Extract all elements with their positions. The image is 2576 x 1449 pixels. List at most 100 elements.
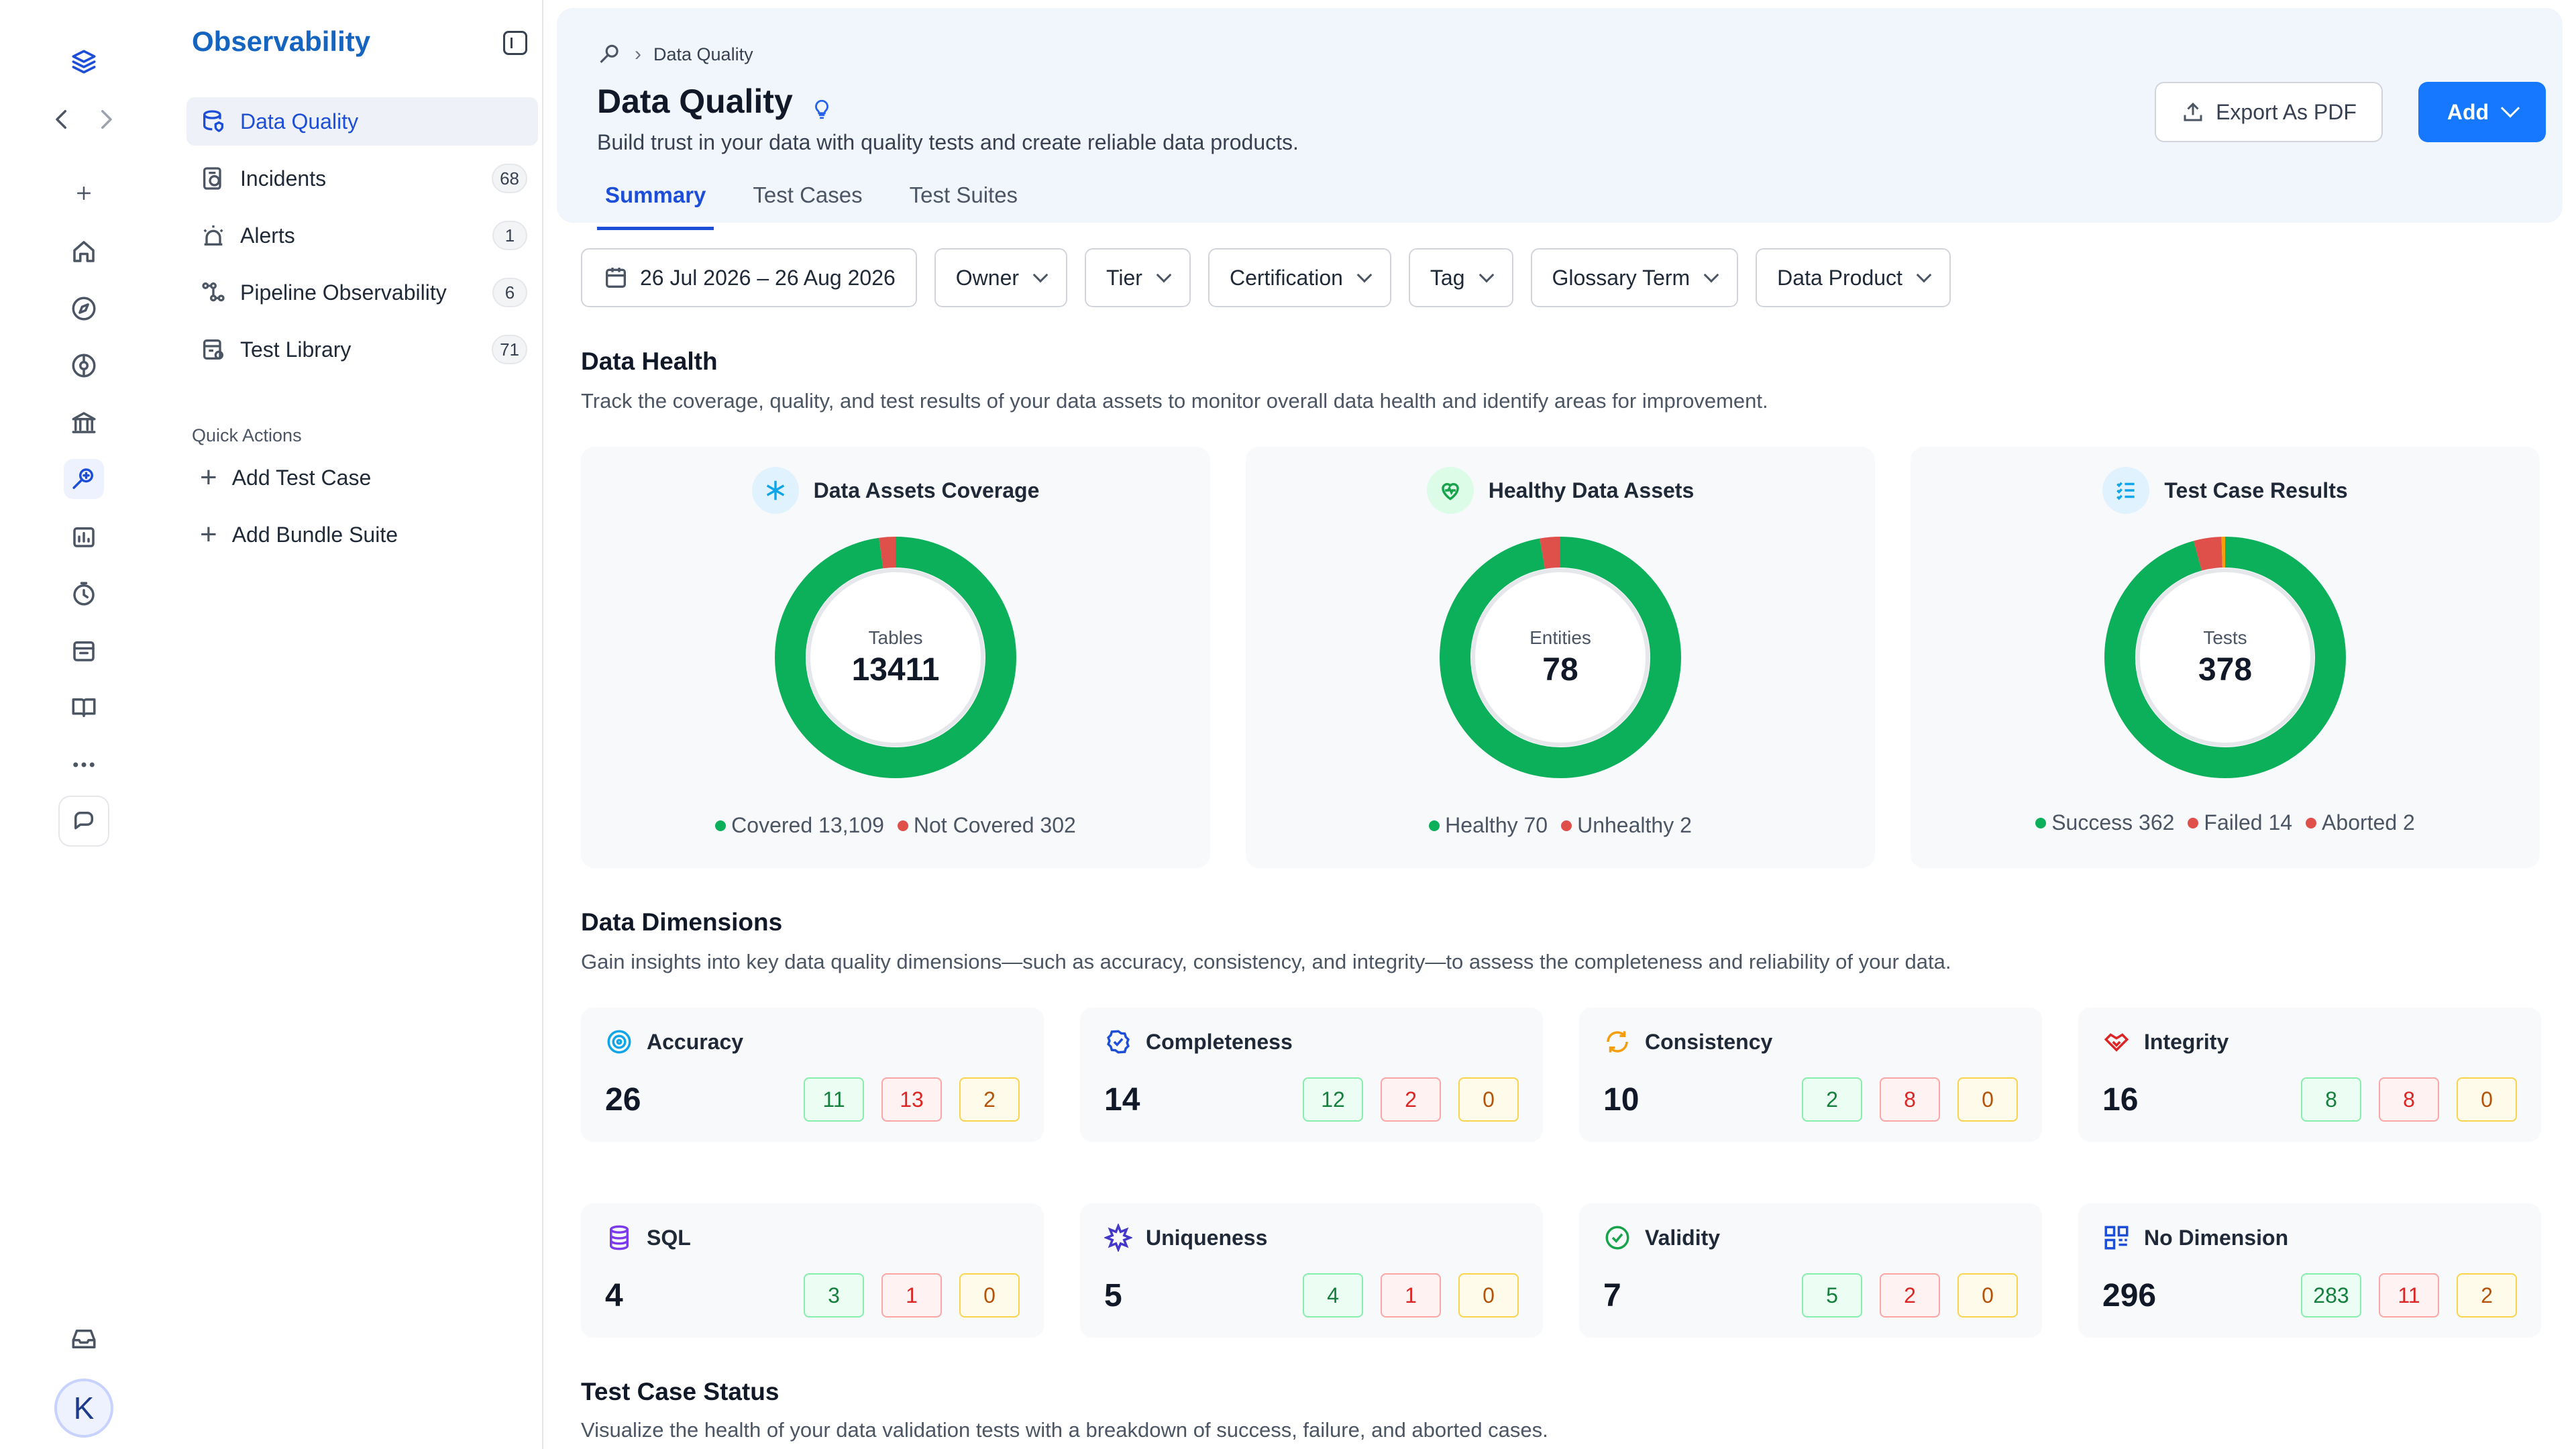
chart-legend: Covered 13,109 Not Covered 302 <box>581 813 1210 838</box>
dimension-title: Integrity <box>2102 1028 2229 1056</box>
dimension-card-sql[interactable]: SQL 4 3 1 0 <box>581 1203 1044 1338</box>
dimension-total: 10 <box>1603 1082 1640 1118</box>
success-count: 8 <box>2301 1077 2361 1122</box>
export-pdf-button[interactable]: Export As PDF <box>2155 82 2383 142</box>
test-case-status-title: Test Case Status <box>581 1378 780 1405</box>
sidebar-item-label: Test Library <box>240 337 352 362</box>
glossary-term-filter[interactable]: Glossary Term <box>1530 248 1739 307</box>
sidebar-item-test-library[interactable]: Test Library 71 <box>186 325 538 374</box>
success-count: 11 <box>804 1077 864 1122</box>
chevron-down-icon <box>1032 267 1049 283</box>
donut-center-value: 78 <box>1542 651 1578 688</box>
back-arrow-icon[interactable] <box>42 99 82 140</box>
tab-summary[interactable]: Summary <box>597 182 714 230</box>
health-card-healthy-assets: Healthy Data Assets Entities 78 Healthy … <box>1246 447 1875 868</box>
sidebar-item-pipeline-observability[interactable]: Pipeline Observability 6 <box>186 268 538 317</box>
observability-icon[interactable] <box>597 42 623 67</box>
donut-inner <box>1471 568 1650 747</box>
target-icon <box>607 1030 631 1054</box>
coverage-donut-chart <box>775 537 1016 778</box>
glossary-book-icon[interactable] <box>64 688 104 728</box>
legend-item: Success 362 <box>2035 810 2174 835</box>
data-product-filter[interactable]: Data Product <box>1756 248 1951 307</box>
dimension-card-accuracy[interactable]: Accuracy 26 11 13 2 <box>581 1008 1044 1142</box>
dimension-name: Accuracy <box>647 1029 744 1054</box>
plus-icon[interactable] <box>64 173 104 213</box>
dimension-card-consistency[interactable]: Consistency 10 2 8 0 <box>1579 1008 2042 1142</box>
card-title-text: Data Assets Coverage <box>813 478 1040 502</box>
tab-test-suites[interactable]: Test Suites <box>909 182 1018 207</box>
donut-segment-aborted[interactable] <box>2104 537 2346 778</box>
database-icon <box>610 1225 629 1250</box>
sidebar-item-label: Pipeline Observability <box>240 280 447 305</box>
donut-center-value: 13411 <box>851 651 940 688</box>
dimension-card-validity[interactable]: Validity 7 5 2 0 <box>1579 1203 2042 1338</box>
sidebar-item-label: Alerts <box>240 223 295 248</box>
add-bundle-suite-action[interactable]: + Add Bundle Suite <box>200 520 398 549</box>
chevron-down-icon <box>1156 267 1172 283</box>
tier-filter[interactable]: Tier <box>1085 248 1191 307</box>
lineage-icon[interactable] <box>64 345 104 386</box>
observability-icon[interactable] <box>64 459 104 499</box>
donut-center-value: 378 <box>2198 651 2253 688</box>
legend-item: Failed 14 <box>2188 810 2292 835</box>
marketplace-icon[interactable] <box>64 631 104 671</box>
filter-label: Certification <box>1229 265 1343 290</box>
success-count: 12 <box>1303 1077 1363 1122</box>
card-title-text: Healthy Data Assets <box>1488 478 1695 502</box>
lightbulb-icon[interactable] <box>810 90 833 119</box>
sidebar-item-label: Data Quality <box>240 109 359 133</box>
forward-arrow-icon[interactable] <box>86 99 126 140</box>
dimension-card-completeness[interactable]: Completeness 14 12 2 0 <box>1080 1008 1543 1142</box>
add-button[interactable]: Add <box>2418 82 2546 142</box>
donut-segment-unhealthy[interactable] <box>1440 537 1681 778</box>
dimension-name: Integrity <box>2144 1029 2229 1054</box>
sidebar-item-data-quality[interactable]: Data Quality <box>186 97 538 146</box>
database-shield-icon <box>200 108 227 135</box>
heart-pulse-icon <box>1426 467 1474 514</box>
success-count: 283 <box>2301 1273 2361 1318</box>
test-case-status-subtitle: Visualize the health of your data valida… <box>581 1418 1548 1442</box>
inbox-icon[interactable] <box>64 1319 104 1359</box>
dimension-name: Completeness <box>1146 1029 1293 1054</box>
home-icon[interactable] <box>64 231 104 272</box>
sidebar-item-incidents[interactable]: Incidents 68 <box>186 154 538 203</box>
upload-icon <box>2184 102 2202 121</box>
data-dimensions-subtitle: Gain insights into key data quality dime… <box>581 950 1951 973</box>
page-header: › Data Quality Data Quality Build trust … <box>557 8 2563 230</box>
insights-chart-icon[interactable] <box>64 517 104 557</box>
dimension-status-counts: 283 11 2 <box>2284 1273 2517 1318</box>
timer-icon[interactable] <box>64 574 104 614</box>
dimension-total: 7 <box>1603 1278 1621 1313</box>
tab-test-cases[interactable]: Test Cases <box>753 182 863 207</box>
donut-segment-not-covered[interactable] <box>775 537 1016 778</box>
app-logo-icon[interactable] <box>64 42 104 82</box>
chat-assistant-icon[interactable] <box>58 796 109 847</box>
owner-filter[interactable]: Owner <box>934 248 1068 307</box>
sidebar-item-label: Incidents <box>240 166 327 191</box>
page-subtitle: Build trust in your data with quality te… <box>597 130 1299 154</box>
dimension-card-no-dimension[interactable]: No Dimension 296 283 11 2 <box>2078 1203 2541 1338</box>
date-range-value: 26 Jul 2026 – 26 Aug 2026 <box>640 265 896 290</box>
collapse-sidebar-icon[interactable] <box>503 31 527 55</box>
aborted-count: 0 <box>1458 1077 1519 1122</box>
chevron-down-icon <box>1916 267 1932 283</box>
date-range-picker[interactable]: 26 Jul 2026 – 26 Aug 2026 <box>581 248 917 307</box>
dimension-card-integrity[interactable]: Integrity 16 8 8 0 <box>2078 1008 2541 1142</box>
tag-filter[interactable]: Tag <box>1408 248 1513 307</box>
avatar[interactable]: K <box>54 1379 113 1438</box>
filter-label: Glossary Term <box>1552 265 1690 290</box>
add-test-case-action[interactable]: + Add Test Case <box>200 463 371 492</box>
card-title: Test Case Results <box>1911 467 2540 514</box>
sidebar-item-alerts[interactable]: Alerts 1 <box>186 211 538 260</box>
certification-filter[interactable]: Certification <box>1208 248 1391 307</box>
donut-center: Entities 78 <box>1440 537 1681 778</box>
dimension-total: 26 <box>605 1082 641 1118</box>
aborted-count: 0 <box>1957 1077 2018 1122</box>
dimension-card-uniqueness[interactable]: Uniqueness 5 4 1 0 <box>1080 1203 1543 1338</box>
more-dots-icon[interactable] <box>64 745 104 785</box>
explore-compass-icon[interactable] <box>64 288 104 329</box>
breadcrumb-current: Data Quality <box>653 44 753 64</box>
governance-bank-icon[interactable] <box>64 402 104 443</box>
dimension-name: Consistency <box>1645 1029 1773 1054</box>
